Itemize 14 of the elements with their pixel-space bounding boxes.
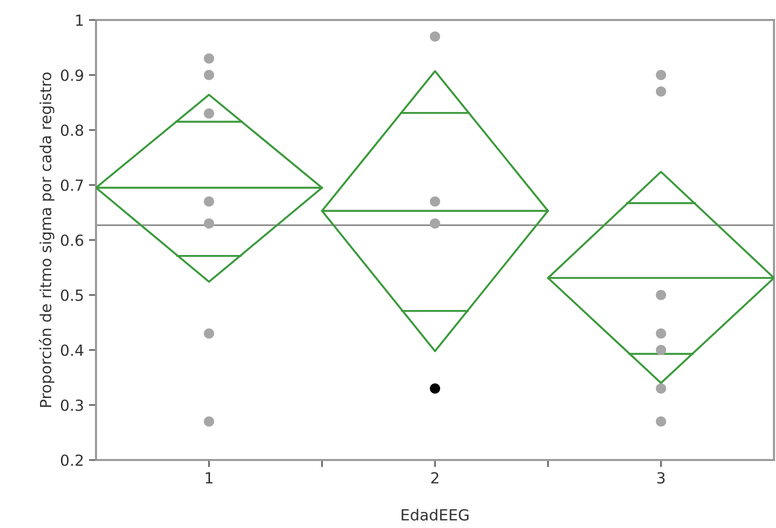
y-tick-label: 1 [76, 14, 83, 26]
y-tick-label: 0.9 [60, 69, 84, 82]
y-tick-label: 0.5 [60, 289, 83, 302]
y-tick-label: 0.8 [60, 124, 84, 136]
x-tick-label: 1 [206, 472, 212, 484]
y-tick-label: 0.2 [60, 454, 83, 466]
y-axis-title: Proporción de ritmo sigma por cada registro [38, 72, 54, 407]
y-tick-label: 0.6 [60, 234, 84, 246]
x-tick-label: 3 [657, 472, 665, 484]
y-tick-label: 0.7 [60, 179, 83, 192]
x-axis-title: EdadEEG [402, 508, 469, 521]
y-tick-label: 0.3 [60, 399, 83, 412]
y-tick-label: 0.4 [60, 344, 84, 356]
x-tick-label: 2 [431, 472, 438, 484]
